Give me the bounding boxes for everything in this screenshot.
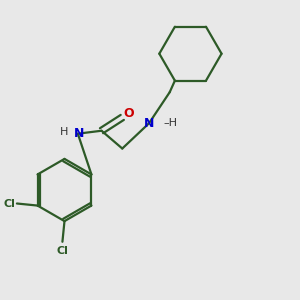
Text: O: O (124, 107, 134, 120)
Text: Cl: Cl (56, 246, 68, 256)
Text: N: N (74, 127, 85, 140)
Text: Cl: Cl (4, 199, 15, 208)
Text: N: N (144, 117, 154, 130)
Text: –H: –H (164, 118, 178, 128)
Text: H: H (60, 127, 68, 137)
